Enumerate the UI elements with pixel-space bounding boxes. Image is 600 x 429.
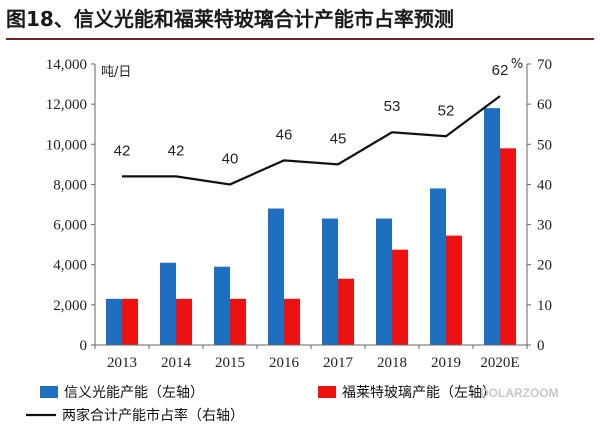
x-axis: 2013 2014 2015 2016 2017 2018 2019 2020E — [94, 344, 528, 371]
right-tick-label: 60 — [537, 97, 552, 113]
bar-group — [106, 108, 516, 346]
x-tick-label: 2016 — [269, 355, 300, 371]
x-tick-label: 2018 — [377, 355, 407, 371]
legend-label-xinyi: 信义光能产能（左轴） — [64, 385, 204, 401]
bar-xinyi — [106, 298, 122, 345]
bar-flat — [176, 298, 192, 345]
bar-xinyi — [430, 188, 446, 345]
share-data-label: 40 — [222, 150, 239, 167]
bar-xinyi — [484, 108, 500, 346]
x-tick-label: 2013 — [107, 355, 137, 371]
left-axis: 0 2,000 4,000 6,000 8,000 10,000 12,000 14,000 吨… — [46, 57, 132, 354]
left-tick-label: 6,000 — [53, 218, 87, 234]
x-tick-label: 2020E — [480, 355, 519, 371]
left-tick-label: 10,000 — [46, 137, 87, 153]
bar-flat — [284, 298, 300, 345]
x-tick-label: 2014 — [161, 355, 192, 371]
legend-swatch-xinyi — [40, 386, 58, 398]
left-tick-label: 14,000 — [46, 57, 87, 73]
x-tick-label: 2017 — [323, 355, 354, 371]
right-axis-unit: % — [511, 57, 523, 72]
bar-flat — [122, 298, 138, 345]
right-tick-label: 10 — [537, 298, 552, 314]
right-tick-label: 70 — [537, 57, 552, 73]
right-tick-label: 40 — [537, 177, 552, 193]
legend-label-flat: 福莱特玻璃产能（左轴） — [342, 384, 496, 401]
left-tick-label: 0 — [80, 338, 88, 354]
share-data-label: 52 — [438, 102, 455, 119]
left-tick-label: 8,000 — [53, 177, 87, 193]
left-tick-label: 4,000 — [53, 258, 87, 274]
bar-flat — [500, 148, 516, 345]
x-tick-label: 2019 — [431, 355, 461, 371]
title-underline — [6, 38, 594, 40]
x-tick-label: 2015 — [215, 355, 245, 371]
share-data-label: 46 — [276, 126, 293, 143]
right-tick-label: 0 — [537, 338, 545, 354]
left-axis-unit: 吨/日 — [101, 65, 131, 80]
share-data-label: 42 — [168, 142, 185, 159]
legend-label-share: 两家合计产能市占率（右轴） — [62, 407, 244, 424]
bar-flat — [392, 249, 408, 345]
share-data-label: 53 — [384, 98, 401, 115]
legend-swatch-flat — [318, 386, 336, 398]
right-tick-label: 50 — [537, 137, 552, 153]
left-tick-label: 12,000 — [46, 97, 87, 113]
bar-flat — [230, 298, 246, 345]
right-tick-label: 20 — [537, 258, 552, 274]
bar-flat — [446, 235, 462, 345]
share-data-label: 62 — [492, 62, 509, 79]
bar-xinyi — [268, 208, 284, 345]
legend: 信义光能产能（左轴） 福莱特玻璃产能（左轴） 两家合计产能市占率（右轴） DOLARZ… — [26, 384, 559, 424]
share-line — [122, 95, 501, 186]
share-data-label: 42 — [114, 142, 131, 159]
figure-title: 图18、信义光能和福莱特玻璃合计产能市占率预测 — [6, 7, 454, 31]
bar-xinyi — [322, 218, 338, 345]
right-axis: 0 10 20 30 40 50 60 70% — [511, 57, 552, 354]
bar-flat — [338, 278, 354, 345]
right-tick-label: 30 — [537, 218, 552, 234]
share-data-label: 45 — [330, 130, 347, 147]
left-tick-label: 2,000 — [53, 298, 87, 314]
bar-xinyi — [160, 262, 176, 345]
watermark-text: DOLARZOOM — [480, 386, 559, 400]
bar-xinyi — [376, 218, 392, 345]
share-line-group: 42 42 40 46 45 53 52 62 — [114, 62, 509, 186]
bar-xinyi — [214, 266, 230, 345]
